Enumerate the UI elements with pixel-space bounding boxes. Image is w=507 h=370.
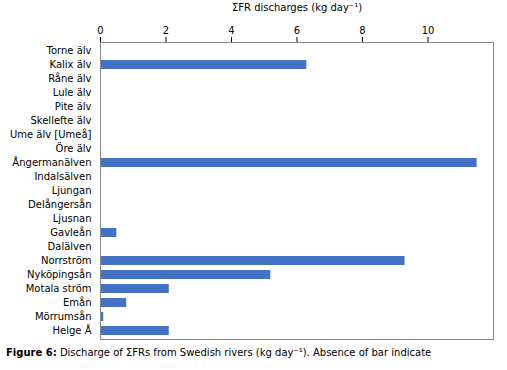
svg-text:Norrström: Norrström	[41, 255, 92, 266]
svg-text:10: 10	[422, 25, 435, 36]
svg-text:Råne älv: Råne älv	[48, 72, 91, 84]
svg-text:2: 2	[163, 25, 169, 36]
svg-text:Nyköpingsån: Nyköpingsån	[27, 268, 91, 280]
svg-text:8: 8	[359, 25, 365, 36]
svg-text:Kalix älv: Kalix älv	[50, 59, 92, 70]
svg-text:Pite älv: Pite älv	[55, 101, 92, 112]
svg-text:Mörrumsån: Mörrumsån	[35, 310, 92, 322]
html-text:Figure 6: Discharge of ΣFRs fr: Figure 6: Discharge of ΣFRs from Swedish…	[6, 347, 432, 358]
svg-text:Ljungan: Ljungan	[52, 185, 92, 196]
svg-text:Ångermanälven: Ångermanälven	[12, 156, 91, 168]
svg-text:Lule älv: Lule älv	[53, 87, 92, 98]
svg-text:Gavleån: Gavleån	[50, 226, 91, 238]
svg-text:Ume älv [Umeå]: Ume älv [Umeå]	[10, 128, 92, 140]
svg-text:Öre älv: Öre älv	[56, 142, 92, 154]
svg-text:Dalälven: Dalälven	[48, 241, 92, 252]
svg-text:Ljusnan: Ljusnan	[53, 213, 92, 224]
svg-text:Torne älv: Torne älv	[46, 45, 92, 56]
svg-text:Delångersån: Delångersån	[28, 198, 91, 210]
svg-text:ΣFR discharges (kg day⁻¹): ΣFR discharges (kg day⁻¹)	[232, 2, 362, 13]
svg-text:Helge Å: Helge Å	[53, 324, 92, 336]
svg-text:6: 6	[294, 25, 300, 36]
svg-text:Indalsälven: Indalsälven	[34, 171, 91, 182]
svg-text:Emån: Emån	[63, 296, 92, 308]
svg-text:4: 4	[228, 25, 234, 36]
svg-text:Motala ström: Motala ström	[26, 283, 92, 294]
svg-text:0: 0	[97, 25, 103, 36]
svg-text:Skellefte älv: Skellefte älv	[30, 115, 91, 126]
